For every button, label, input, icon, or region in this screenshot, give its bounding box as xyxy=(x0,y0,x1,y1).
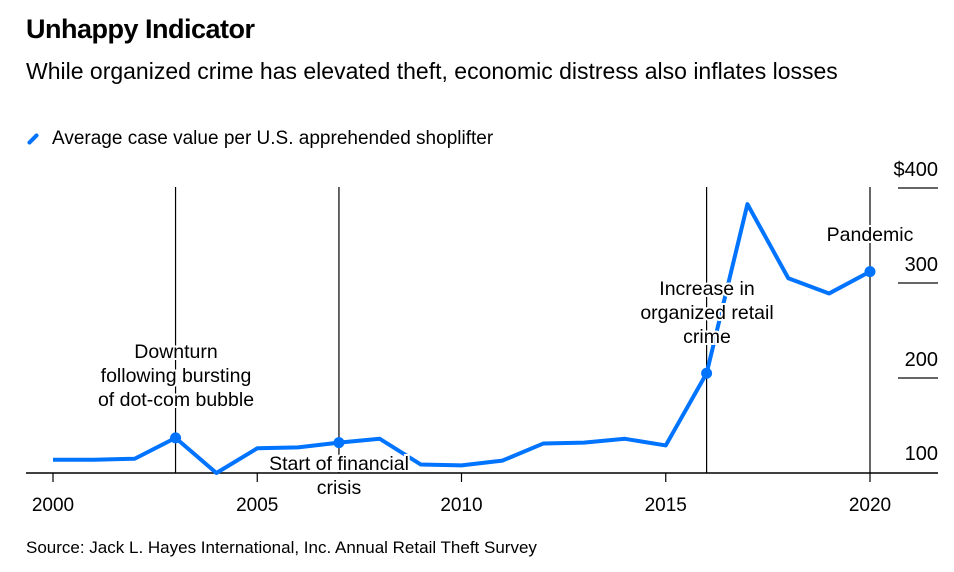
x-tick-label: 2015 xyxy=(645,495,687,516)
annotation-label: organized retail xyxy=(640,302,773,324)
x-tick-label: 2005 xyxy=(236,495,278,516)
annotation-point xyxy=(333,437,345,449)
annotation-label: crisis xyxy=(317,477,362,499)
y-tick-label: 100 xyxy=(905,443,938,465)
y-tick-label: 200 xyxy=(905,349,938,371)
legend-label: Average case value per U.S. apprehended … xyxy=(52,128,494,149)
annotation-label: crime xyxy=(683,326,731,348)
x-tick-label: 2020 xyxy=(849,495,891,516)
legend: Average case value per U.S. apprehended … xyxy=(26,128,493,150)
annotation-label: Increase in xyxy=(659,278,754,300)
annotation-point xyxy=(864,266,876,278)
annotation-label: Downturn xyxy=(134,341,217,363)
annotation-point xyxy=(701,367,713,379)
chart-subtitle: While organized crime has elevated theft… xyxy=(26,58,838,84)
y-tick-label: 300 xyxy=(905,254,938,276)
x-tick-label: 2010 xyxy=(440,495,482,516)
annotation-point xyxy=(170,432,182,444)
chart-title: Unhappy Indicator xyxy=(26,14,255,44)
annotation-label: following bursting xyxy=(101,365,252,387)
annotation-label: Pandemic xyxy=(827,224,914,246)
y-tick-label: $400 xyxy=(894,159,939,181)
series-line xyxy=(53,202,871,475)
annotation-label: of dot-com bubble xyxy=(98,389,254,411)
x-tick-label: 2000 xyxy=(32,495,74,516)
annotation-label: Start of financial xyxy=(269,453,409,475)
source-note: Source: Jack L. Hayes International, Inc… xyxy=(26,538,537,557)
